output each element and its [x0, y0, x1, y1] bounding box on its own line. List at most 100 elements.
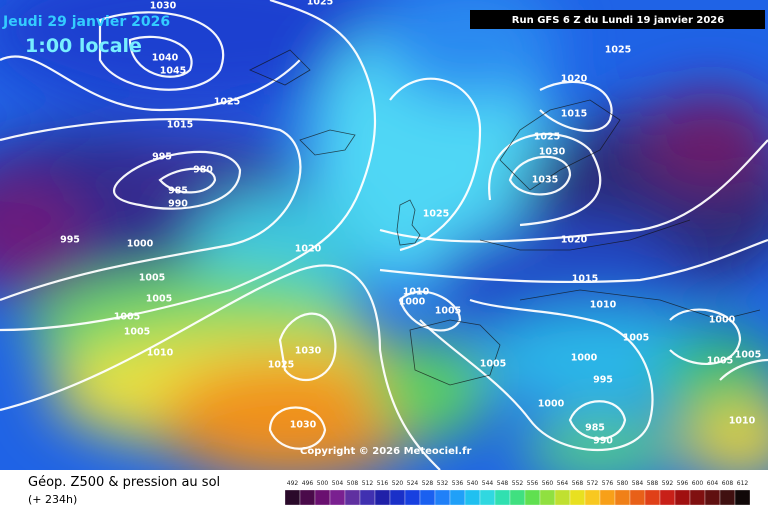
- colorbar-swatch: [359, 489, 376, 506]
- colorbar-label: 516: [377, 480, 389, 487]
- colorbar-swatch: [659, 489, 676, 506]
- colorbar-label: 556: [527, 480, 539, 487]
- run-box: [470, 10, 765, 29]
- isobar-label: 980: [193, 165, 213, 176]
- colorbar-swatch: [629, 489, 646, 506]
- colorbar-swatch: [644, 489, 661, 506]
- footer-title: Géop. Z500 & pression au sol: [28, 475, 220, 490]
- isobar-label: 1005: [735, 350, 761, 361]
- colorbar-swatch: [404, 489, 421, 506]
- isobar-label: 1030: [295, 346, 322, 357]
- colorbar-swatch: [389, 489, 406, 506]
- isobar-label: 1045: [160, 66, 186, 77]
- colorbar-swatch: [569, 489, 586, 506]
- isobar-label: 1025: [307, 0, 333, 8]
- colorbar-swatch: [419, 489, 436, 506]
- colorbar-swatch: [509, 489, 526, 506]
- isobar-label: 1025: [423, 209, 449, 220]
- colorbar-swatch: [674, 489, 691, 506]
- colorbar-swatch: [479, 489, 496, 506]
- colorbar-label: 572: [587, 480, 599, 487]
- colorbar-swatch: [284, 489, 301, 506]
- isobar-label: 1010: [403, 287, 430, 298]
- colorbar-swatch: [449, 489, 466, 506]
- isobar-label: 1020: [561, 74, 588, 85]
- colorbar-label: 552: [512, 480, 524, 487]
- colorbar-swatch: [539, 489, 556, 506]
- colorbar-label: 600: [692, 480, 704, 487]
- isobar-label: 1025: [605, 45, 631, 56]
- colorbar-swatch: [314, 489, 331, 506]
- colorbar-swatch: [614, 489, 631, 506]
- isobar-label: 1005: [139, 273, 165, 284]
- colorbar-swatch: [299, 489, 316, 506]
- colorbar-label: 500: [317, 480, 329, 487]
- isobar-label: 1020: [561, 235, 588, 246]
- colorbar-label: 512: [362, 480, 374, 487]
- colorbar-swatch: [599, 489, 616, 506]
- colorbar-swatch: [704, 489, 721, 506]
- isobar-label: 1020: [295, 244, 322, 255]
- colorbar-label: 604: [707, 480, 719, 487]
- colorbar-swatch: [344, 489, 361, 506]
- isobar-label: 1010: [147, 348, 174, 359]
- isobar-label: 1015: [561, 109, 587, 120]
- colorbar-label: 564: [557, 480, 569, 487]
- isobar-label: 1005: [480, 359, 506, 370]
- colorbar-label: 592: [662, 480, 674, 487]
- isobar-label: 1000: [709, 315, 736, 326]
- isobar-label: 995: [60, 235, 80, 246]
- isobar-label: 1015: [167, 120, 193, 131]
- colorbar-swatch: [524, 489, 541, 506]
- footer-lead: (+ 234h): [28, 493, 77, 506]
- colorbar-label: 536: [452, 480, 464, 487]
- colorbar-label: 508: [347, 480, 359, 487]
- colorbar-label: 548: [497, 480, 509, 487]
- isobar-label: 995: [593, 375, 613, 386]
- isobar-label: 1005: [435, 306, 461, 317]
- colorbar-label: 520: [392, 480, 404, 487]
- coastlines: [249, 49, 761, 386]
- colorbar-label: 580: [617, 480, 629, 487]
- copyright: Copyright © 2026 Meteociel.fr: [300, 446, 471, 457]
- isobar-label: 1005: [623, 333, 649, 344]
- colorbar-swatch: [554, 489, 571, 506]
- isobar-label: 1030: [290, 420, 317, 431]
- colorbar-swatch: [464, 489, 481, 506]
- isobar-label: 1040: [152, 53, 179, 64]
- forecast-time: 1:00 locale: [25, 35, 142, 57]
- isobar-label: 985: [585, 423, 605, 434]
- isobar-label: 990: [168, 199, 188, 210]
- colorbar-label: 528: [422, 480, 434, 487]
- colorbar-swatch: [734, 489, 751, 506]
- colorbar-label: 568: [572, 480, 584, 487]
- isobar-label: 1005: [707, 356, 733, 367]
- colorbar-label: 492: [287, 480, 299, 487]
- isobar-label: 1025: [214, 97, 240, 108]
- forecast-date: Jeudi 29 janvier 2026: [2, 14, 170, 30]
- run-info: Run GFS 6 Z du Lundi 19 janvier 2026: [512, 15, 724, 26]
- isobar-label: 1010: [590, 300, 617, 311]
- colorbar-label: 560: [542, 480, 554, 487]
- isobar-label: 1005: [146, 294, 172, 305]
- colorbar-swatch: [494, 489, 511, 506]
- colorbar-label: 496: [302, 480, 314, 487]
- isobar-label: 1025: [534, 132, 560, 143]
- isobar-label: 1000: [127, 239, 154, 250]
- isobar-label: 1005: [114, 312, 140, 323]
- colorbar-swatch: [329, 489, 346, 506]
- colorbar-label: 532: [437, 480, 449, 487]
- colorbar-label: 540: [467, 480, 479, 487]
- isobar-label: 1000: [538, 399, 565, 410]
- isobar-label: 1035: [532, 175, 558, 186]
- isobar-label: 1000: [571, 353, 598, 364]
- isobar-label: 1025: [268, 360, 294, 371]
- colorbar-label: 524: [407, 480, 419, 487]
- colorbar-swatch: [689, 489, 706, 506]
- colorbar-swatch: [434, 489, 451, 506]
- colorbar-label: 608: [722, 480, 734, 487]
- isobar-label: 1010: [729, 416, 756, 427]
